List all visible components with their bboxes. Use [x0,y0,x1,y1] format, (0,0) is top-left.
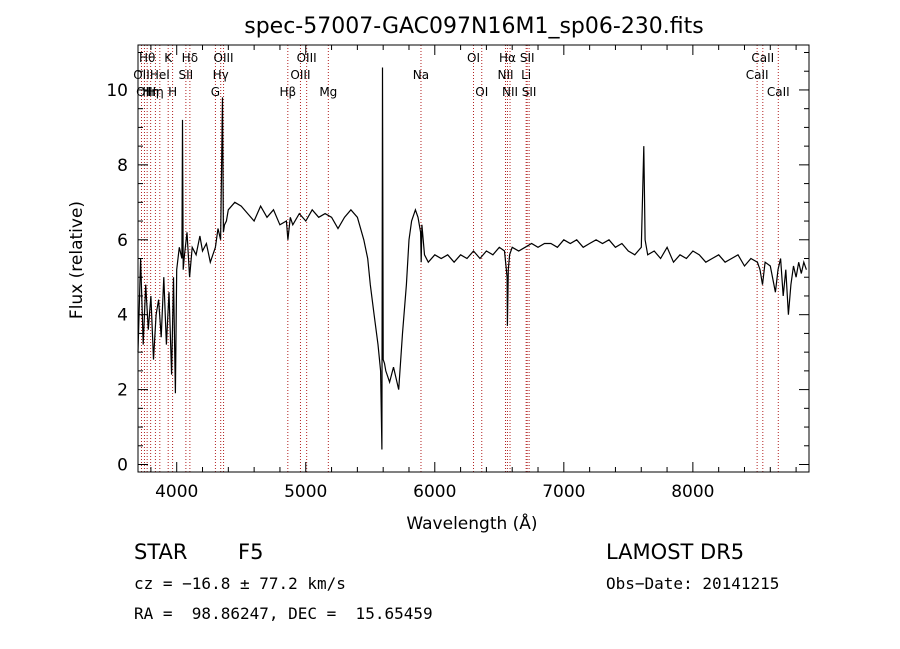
x-tick-label: 6000 [413,482,456,502]
line-label: H [168,85,177,99]
spectral-line-labels: OIIOIIHθHηHηHeIKHSIIHδGHγOIIIHβOIIIOIIIM… [133,51,789,99]
coordinates: RA = 98.86247, DEC = 15.65459 [134,604,433,623]
line-label: CaII [751,51,774,65]
line-label: OI [475,85,488,99]
line-label: NII [497,68,513,82]
line-label: G [211,85,220,99]
line-label: SII [522,85,537,99]
redshift-velocity: cz = −16.8 ± 77.2 km/s [134,574,346,593]
line-label: Hγ [213,68,229,82]
x-tick-label: 8000 [671,482,714,502]
line-label: Hη [142,85,159,99]
line-label: OII [133,68,150,82]
chart-title: spec-57007-GAC097N16M1_sp06-230.fits [244,14,704,39]
object-class: STAR [134,540,188,564]
line-label: CaII [767,85,790,99]
line-label: OII [136,85,153,99]
line-label: Na [413,68,429,82]
line-label: K [164,51,173,65]
line-label: Mg [319,85,337,99]
x-tick-label: 4000 [155,482,198,502]
line-label: Hθ [139,51,155,65]
x-tick-label: 5000 [284,482,327,502]
spectrum-series [137,67,807,450]
line-label: Hη [147,85,164,99]
line-label: OIII [214,51,234,65]
x-axis-ticks: 4000 5000 6000 7000 8000 [150,45,797,502]
y-tick-label: 4 [117,306,128,326]
line-label: SII [520,51,535,65]
line-label: CaII [746,68,769,82]
line-label: Hδ [182,51,198,65]
y-axis-label: Flux (relative) [67,201,87,319]
spectrum-line [137,67,807,450]
y-tick-label: 6 [117,231,128,251]
survey-name: LAMOST DR5 [606,540,745,564]
x-axis-label: Wavelength (Å) [406,512,537,534]
spectral-line-markers [140,45,779,472]
object-subclass: F5 [238,540,264,564]
y-tick-label: 0 [117,456,128,476]
x-tick-label: 7000 [542,482,585,502]
line-label: Li [521,68,531,82]
line-label: OI [467,51,480,65]
y-axis-ticks: 0 2 4 6 8 10 [106,51,809,476]
line-label: HeI [150,68,170,82]
y-tick-label: 2 [117,381,128,401]
line-label: SII [179,68,194,82]
observation-date: Obs−Date: 20141215 [606,574,780,593]
y-tick-label: 10 [106,81,128,101]
line-label: Hα [499,51,516,65]
line-label: OIII [297,51,317,65]
y-tick-label: 8 [117,156,128,176]
line-label: NII [502,85,518,99]
line-label: OIII [290,68,310,82]
line-label: Hβ [279,85,296,99]
